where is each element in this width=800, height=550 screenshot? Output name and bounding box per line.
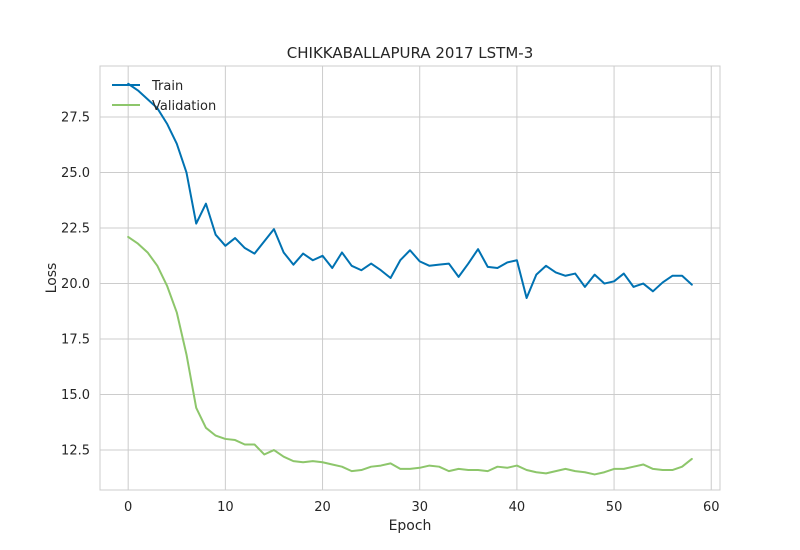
y-tick-label: 15.0 — [61, 388, 90, 403]
x-tick-label: 10 — [217, 500, 234, 515]
series-line-validation — [127, 235, 693, 476]
y-tick-label: 20.0 — [61, 277, 90, 292]
series-layer — [127, 82, 693, 476]
x-tick-label: 0 — [124, 500, 132, 515]
x-axis-title: Epoch — [389, 518, 432, 534]
x-tick-label: 50 — [606, 500, 623, 515]
plot-frame — [99, 65, 721, 491]
legend-label-train: Train — [151, 79, 183, 94]
y-tick-label: 12.5 — [61, 444, 90, 459]
legend-label-validation: Validation — [152, 99, 216, 114]
y-tick-label: 27.5 — [61, 111, 90, 126]
series-line-train — [127, 82, 693, 299]
grid-lines — [100, 66, 720, 490]
legend: Train Validation — [112, 79, 216, 114]
x-tick-labels: 0 10 20 30 40 50 60 — [124, 500, 719, 515]
chart-title: CHIKKABALLAPURA 2017 LSTM-3 — [287, 44, 533, 62]
y-tick-label: 22.5 — [61, 222, 90, 237]
x-tick-label: 60 — [703, 500, 720, 515]
y-tick-labels: 12.5 15.0 17.5 20.0 22.5 25.0 27.5 — [61, 111, 90, 459]
y-tick-label: 17.5 — [61, 333, 90, 348]
x-tick-label: 30 — [411, 500, 428, 515]
y-tick-label: 25.0 — [61, 166, 90, 181]
x-tick-label: 20 — [314, 500, 331, 515]
x-tick-label: 40 — [509, 500, 526, 515]
y-axis-title: Loss — [44, 263, 60, 294]
